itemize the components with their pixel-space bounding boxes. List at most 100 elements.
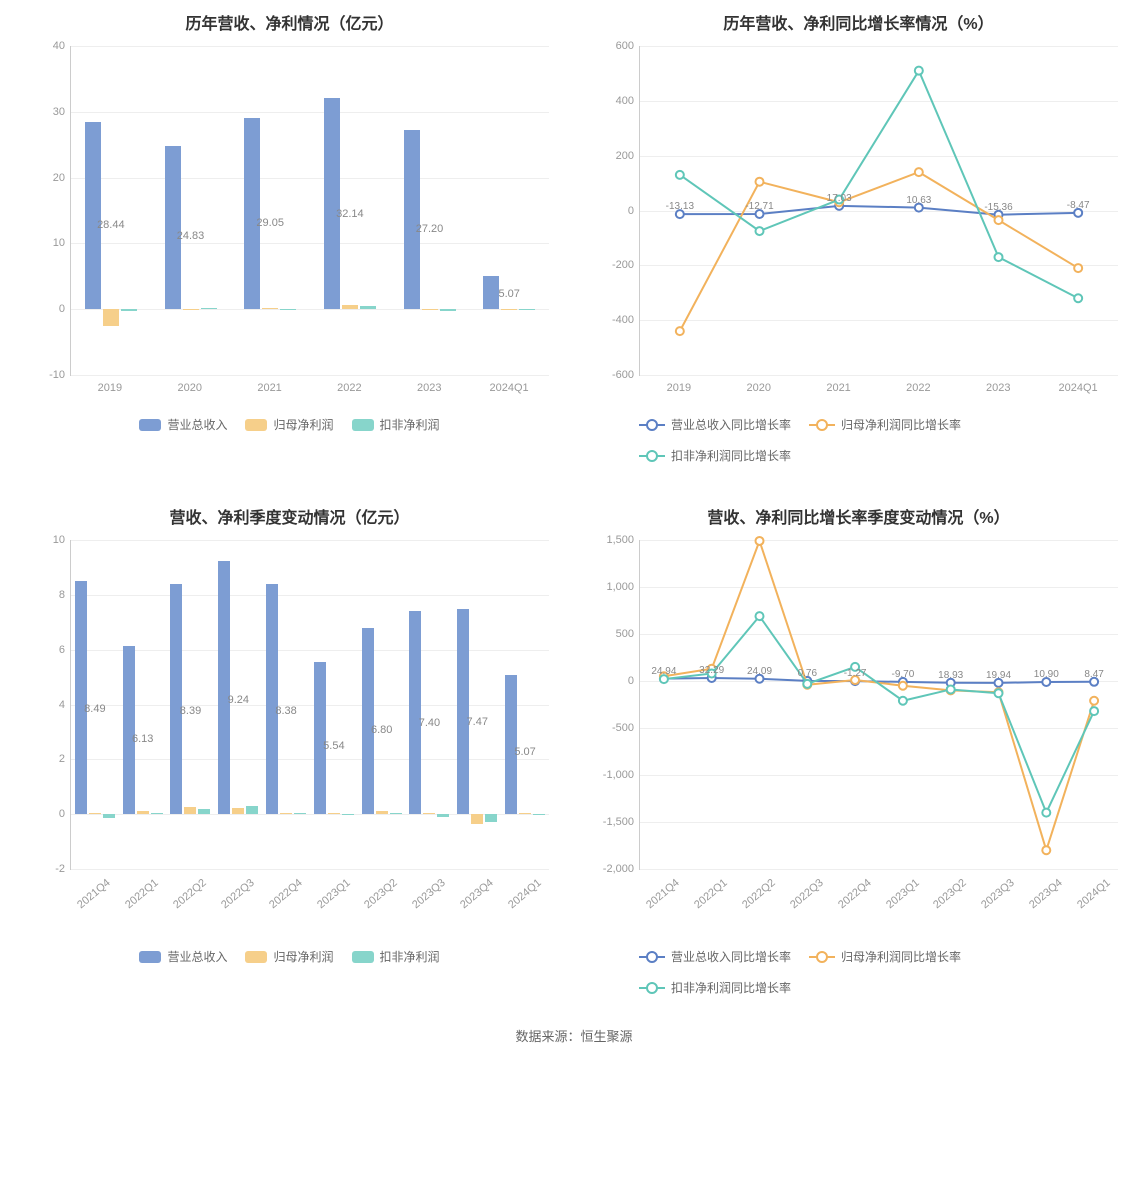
- bar: [376, 811, 388, 814]
- bar: [437, 814, 449, 817]
- bar: [232, 808, 244, 814]
- legend-item: 扣非净利润同比增长率: [639, 447, 791, 464]
- x-tick-label: 2023Q3: [976, 874, 1020, 914]
- chart-1: 历年营收、净利情况（亿元） -1001020304028.4424.8329.0…: [20, 10, 559, 464]
- line-series: [664, 616, 1094, 812]
- bar: [183, 309, 199, 310]
- bar: [533, 814, 545, 815]
- bar: [165, 146, 181, 309]
- y-tick-label: 4: [23, 699, 65, 711]
- line-marker: [899, 682, 907, 690]
- x-tick-label: 2022Q3: [215, 874, 259, 914]
- y-tick-label: 1,500: [592, 534, 634, 546]
- y-tick-label: 6: [23, 644, 65, 656]
- legend-label: 归母净利润: [273, 948, 333, 965]
- y-tick-label: -10: [23, 369, 65, 381]
- y-tick-label: 20: [23, 172, 65, 184]
- legend-swatch-icon: [245, 951, 267, 963]
- legend-item: 归母净利润: [245, 416, 333, 433]
- legend-line-icon: [639, 987, 665, 989]
- y-tick-label: 8: [23, 589, 65, 601]
- x-tick-label: 2022Q4: [832, 874, 876, 914]
- legend-item: 营业总收入同比增长率: [639, 948, 791, 965]
- bar: [328, 813, 340, 814]
- line-marker: [947, 685, 955, 693]
- chart-4-plot: -2,000-1,500-1,000-50005001,0001,50024.9…: [639, 540, 1118, 870]
- chart-2-legend: 营业总收入同比增长率 归母净利润同比增长率扣非净利润同比增长率: [589, 416, 1128, 464]
- bar-group: 8.49: [71, 540, 119, 869]
- bar: [75, 581, 87, 814]
- chart-3: 营收、净利季度变动情况（亿元） -202468108.496.138.399.2…: [20, 504, 559, 996]
- line-marker: [915, 67, 923, 75]
- line-value-label: 17.03: [827, 193, 852, 204]
- line-marker: [756, 537, 764, 545]
- line-marker: [676, 327, 684, 335]
- chart-2-plot: -600-400-2000200400600-13.13-12.7117.031…: [639, 46, 1118, 376]
- bar: [170, 584, 182, 814]
- legend-line-icon: [639, 455, 665, 457]
- bar-group: 7.40: [406, 540, 454, 869]
- bar-group: 29.05: [230, 46, 310, 375]
- bar-value-label: 7.40: [419, 717, 440, 729]
- line-marker: [995, 253, 1003, 261]
- line-marker: [995, 216, 1003, 224]
- bar-value-label: 5.07: [498, 288, 519, 300]
- legend-line-icon: [639, 424, 665, 426]
- y-tick-label: -400: [592, 314, 634, 326]
- y-tick-label: -500: [592, 722, 634, 734]
- x-tick-label: 2022Q1: [689, 874, 733, 914]
- y-tick-label: 200: [592, 150, 634, 162]
- y-tick-label: 400: [592, 95, 634, 107]
- bar-group: 9.24: [214, 540, 262, 869]
- bar-group: 5.07: [469, 46, 549, 375]
- y-tick-label: 0: [23, 303, 65, 315]
- line-series: [664, 541, 1094, 850]
- line-marker: [1042, 846, 1050, 854]
- chart-1-title: 历年营收、净利情况（亿元）: [20, 10, 559, 34]
- x-tick-label: 2022Q3: [784, 874, 828, 914]
- line-value-label: -9.70: [891, 669, 914, 680]
- chart-1-legend: 营业总收入归母净利润扣非净利润: [20, 416, 559, 433]
- bar-value-label: 24.83: [177, 230, 205, 242]
- bar: [103, 309, 119, 325]
- bar-group: 8.39: [167, 540, 215, 869]
- y-tick-label: 500: [592, 628, 634, 640]
- bar: [457, 609, 469, 814]
- x-tick-label: 2023Q4: [1024, 874, 1068, 914]
- chart-1-plot: -1001020304028.4424.8329.0532.1427.205.0…: [70, 46, 549, 376]
- bar-value-label: 8.39: [180, 705, 201, 717]
- x-tick-label: 2023Q1: [311, 874, 355, 914]
- line-value-label: -1.27: [844, 668, 867, 679]
- legend-label: 营业总收入同比增长率: [671, 416, 791, 433]
- line-marker: [676, 171, 684, 179]
- legend-label: 扣非净利润: [380, 948, 440, 965]
- bar-group: 8.38: [262, 540, 310, 869]
- legend-label: 归母净利润: [273, 416, 333, 433]
- bar: [342, 305, 358, 309]
- bar: [266, 584, 278, 814]
- legend-label: 扣非净利润: [380, 416, 440, 433]
- bar: [184, 807, 196, 814]
- x-tick-label: 2023Q2: [928, 874, 972, 914]
- bar-value-label: 7.47: [467, 716, 488, 728]
- line-value-label: 24.94: [651, 665, 676, 676]
- chart-4-xlabels: 2021Q42022Q12022Q22022Q32022Q42023Q12023…: [639, 876, 1118, 926]
- x-tick-label: 2023Q4: [455, 874, 499, 914]
- legend-item: 营业总收入同比增长率: [639, 416, 791, 433]
- x-tick-label: 2022: [309, 382, 389, 394]
- bar: [390, 813, 402, 814]
- line-value-label: 10.90: [1034, 669, 1059, 680]
- bar-value-label: 6.80: [371, 724, 392, 736]
- chart-3-xlabels: 2021Q42022Q12022Q22022Q32022Q42023Q12023…: [70, 876, 549, 926]
- legend-label: 归母净利润同比增长率: [841, 416, 961, 433]
- legend-label: 营业总收入: [167, 948, 227, 965]
- x-tick-label: 2024Q1: [503, 874, 547, 914]
- bar: [218, 561, 230, 814]
- chart-3-legend: 营业总收入 归母净利润 扣非净利润: [20, 948, 559, 965]
- line-marker: [1074, 294, 1082, 302]
- chart-1-xlabels: 201920202021202220232024Q1: [70, 382, 549, 394]
- bar: [324, 98, 340, 309]
- line-marker: [756, 178, 764, 186]
- y-tick-label: -1,000: [592, 769, 634, 781]
- bar-value-label: 9.24: [228, 694, 249, 706]
